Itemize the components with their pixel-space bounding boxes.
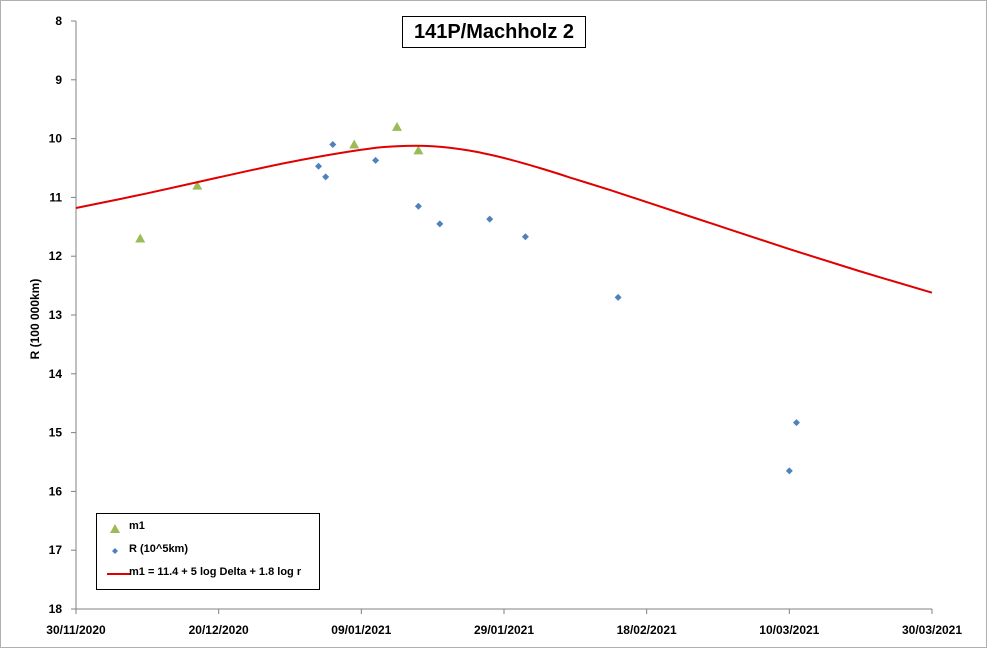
r-point [785,467,793,475]
x-tick-label: 30/03/2021 [902,623,962,637]
triangle-marker-icon [110,524,120,533]
legend-label-m1: m1 [129,520,145,532]
x-tick-label: 20/12/2020 [189,623,249,637]
y-tick-label: 18 [49,602,63,616]
y-tick-label: 14 [49,367,63,381]
r-point [521,233,529,241]
legend-item-r: R (10^5km) [97,541,319,561]
model-curve-line [75,144,933,294]
r-point [414,202,422,210]
x-tick-label: 18/02/2021 [617,623,677,637]
r-point [315,162,323,170]
y-tick-label: 10 [49,132,63,146]
axes: 8 9 10 11 12 13 14 15 16 17 18 30/11/2020 20/12/2020… [46,14,962,637]
diamond-marker-icon [112,548,118,554]
y-tick-label: 15 [49,426,63,440]
x-tick-label: 30/11/2020 [46,623,106,637]
m1-point [392,121,402,131]
y-tick-label: 13 [49,308,63,322]
r-point [329,140,337,148]
x-tick-label: 09/01/2021 [331,623,391,637]
series-layer [75,121,933,475]
legend-label-r: R (10^5km) [129,543,189,555]
r-point [792,419,800,427]
y-tick-label: 8 [55,14,62,28]
y-axis-title: R (100 000km) [28,279,42,360]
r-point [486,215,494,223]
legend: m1 R (10^5km) m1 = 11.4 + 5 log Delta + … [96,513,320,590]
legend-item-m1: m1 [97,518,319,538]
y-tick-label: 11 [49,190,62,204]
legend-label-formula: m1 = 11.4 + 5 log Delta + 1.8 log r [129,566,302,578]
line-marker-icon [107,573,131,575]
m1-point [135,233,146,243]
chart-title: 141P/Machholz 2 [402,16,586,48]
y-tick-label: 12 [49,249,63,263]
m1-point [413,145,424,155]
r-point [614,293,622,301]
y-tick-label: 17 [49,543,63,557]
y-tick-label: 9 [55,73,62,87]
r-point [436,220,444,228]
m1-point [192,180,203,190]
r-point [322,173,330,181]
m1-point [349,139,360,149]
r-point [372,156,380,164]
x-tick-label: 10/03/2021 [759,623,819,637]
x-tick-label: 29/01/2021 [474,623,534,637]
y-tick-label: 16 [49,484,63,498]
legend-item-formula: m1 = 11.4 + 5 log Delta + 1.8 log r [97,564,319,584]
